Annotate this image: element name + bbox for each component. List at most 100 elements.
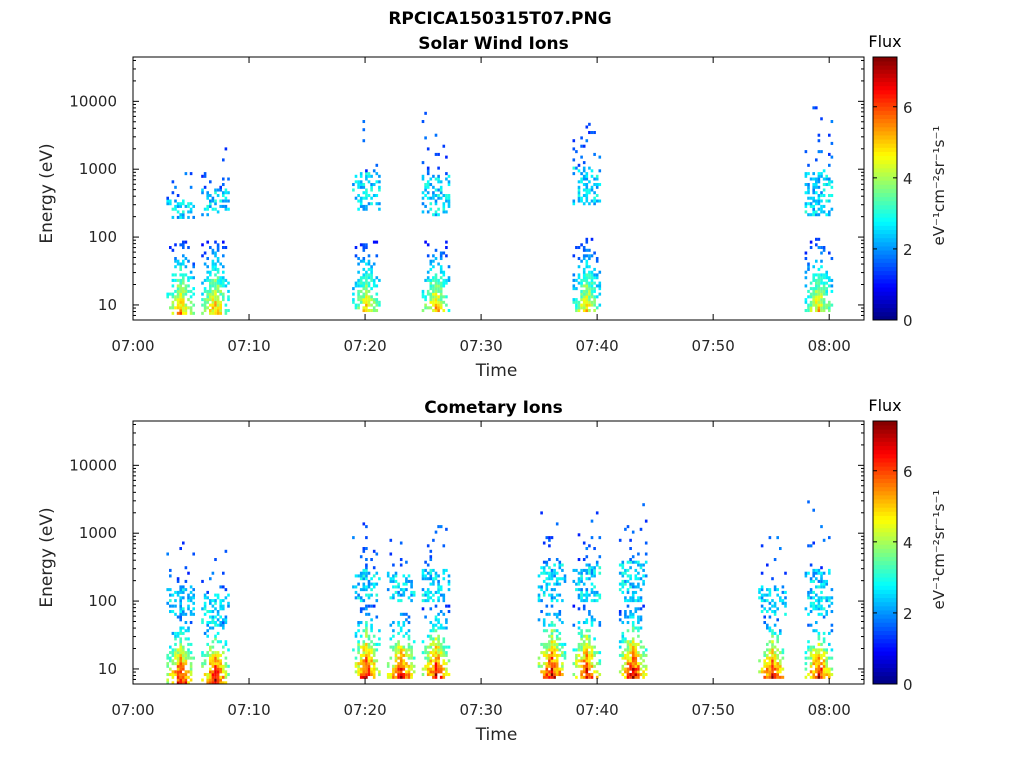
heatmap-cell <box>588 659 591 663</box>
heatmap-cell <box>171 675 175 679</box>
heatmap-cell <box>822 615 826 619</box>
heatmap-cell <box>644 653 648 657</box>
heatmap-cell <box>825 651 828 655</box>
heatmap-cell <box>192 607 195 611</box>
heatmap-cell <box>634 577 638 581</box>
heatmap-cell <box>585 577 589 581</box>
heatmap-cell <box>187 653 190 657</box>
heatmap-cell <box>593 547 596 551</box>
heatmap-cell <box>588 188 591 192</box>
heatmap-cell <box>588 544 591 548</box>
heatmap-cell <box>216 284 220 288</box>
heatmap-cell <box>211 306 215 310</box>
heatmap-cell <box>822 281 826 285</box>
heatmap-cell <box>375 292 379 296</box>
heatmap-cell <box>224 207 228 211</box>
heatmap-cell <box>550 599 554 603</box>
heatmap-cell <box>179 659 182 663</box>
heatmap-cell <box>621 582 625 586</box>
heatmap-cell <box>621 563 625 567</box>
heatmap-cell <box>629 667 632 671</box>
colorbar-step <box>873 163 897 169</box>
heatmap-cell <box>359 670 363 674</box>
heatmap-cell <box>362 295 366 299</box>
heatmap-cell <box>817 292 821 296</box>
heatmap-cell <box>822 675 826 679</box>
heatmap-cell <box>407 673 411 677</box>
heatmap-cell <box>812 673 815 677</box>
heatmap-cell <box>434 604 438 608</box>
heatmap-cell <box>642 503 645 507</box>
heatmap-cell <box>822 169 826 173</box>
heatmap-cell <box>817 612 821 616</box>
heatmap-cell <box>216 640 220 644</box>
heatmap-cell <box>227 207 230 211</box>
heatmap-cell <box>434 651 438 655</box>
heatmap-cell <box>572 623 576 627</box>
heatmap-cell <box>766 623 769 627</box>
heatmap-cell <box>362 257 366 261</box>
heatmap-cell <box>370 648 373 652</box>
heatmap-cell <box>776 536 779 540</box>
colorbar-step <box>873 462 897 467</box>
heatmap-cell <box>176 656 180 660</box>
heatmap-cell <box>598 596 602 600</box>
heatmap-cell <box>399 563 403 567</box>
heatmap-cell <box>828 571 831 575</box>
heatmap-cell <box>550 637 554 641</box>
heatmap-cell <box>590 273 594 277</box>
heatmap-cell <box>631 648 635 652</box>
heatmap-cell <box>201 213 204 217</box>
heatmap-cell <box>447 582 451 586</box>
heatmap-cell <box>809 295 813 299</box>
heatmap-cell <box>580 577 583 581</box>
heatmap-cell <box>405 560 408 564</box>
heatmap-cell <box>828 300 831 304</box>
colorbar-step <box>873 614 897 619</box>
heatmap-cell <box>445 667 448 671</box>
heatmap-cell <box>588 295 591 299</box>
heatmap-cell <box>211 599 215 603</box>
heatmap-cell <box>621 656 625 660</box>
heatmap-cell <box>359 607 363 611</box>
colorbar-tick-label: 0 <box>903 676 913 694</box>
heatmap-cell <box>222 681 225 685</box>
heatmap-cell <box>362 662 366 666</box>
heatmap-cell <box>820 276 823 280</box>
heatmap-cell <box>639 618 643 622</box>
heatmap-cell <box>359 577 363 581</box>
heatmap-cell <box>421 289 425 293</box>
heatmap-cell <box>169 246 172 250</box>
heatmap-cell <box>432 254 435 258</box>
heatmap-cell <box>174 257 177 261</box>
heatmap-cell <box>575 568 578 572</box>
heatmap-cell <box>817 281 821 285</box>
heatmap-cell <box>372 653 376 657</box>
heatmap-cell <box>214 311 217 315</box>
heatmap-cell <box>809 544 813 548</box>
heatmap-cell <box>432 623 435 627</box>
heatmap-cell <box>825 273 828 277</box>
heatmap-cell <box>362 653 366 657</box>
heatmap-cell <box>399 675 403 679</box>
heatmap-cell <box>555 579 559 583</box>
heatmap-cell <box>410 645 413 649</box>
heatmap-cell <box>563 642 567 646</box>
heatmap-cell <box>399 648 403 652</box>
heatmap-cell <box>375 240 379 244</box>
heatmap-cell <box>184 265 188 269</box>
heatmap-cell <box>545 667 549 671</box>
heatmap-cell <box>763 653 766 657</box>
heatmap-cell <box>357 582 360 586</box>
heatmap-cell <box>585 596 589 600</box>
heatmap-cell <box>442 645 446 649</box>
heatmap-cell <box>555 645 559 649</box>
heatmap-cell <box>776 670 779 674</box>
heatmap-cell <box>182 254 185 258</box>
heatmap-cell <box>410 579 413 583</box>
heatmap-cell <box>580 281 583 285</box>
heatmap-cell <box>577 281 581 285</box>
heatmap-cell <box>224 640 228 644</box>
heatmap-cell <box>399 588 403 592</box>
heatmap-cell <box>822 210 826 214</box>
